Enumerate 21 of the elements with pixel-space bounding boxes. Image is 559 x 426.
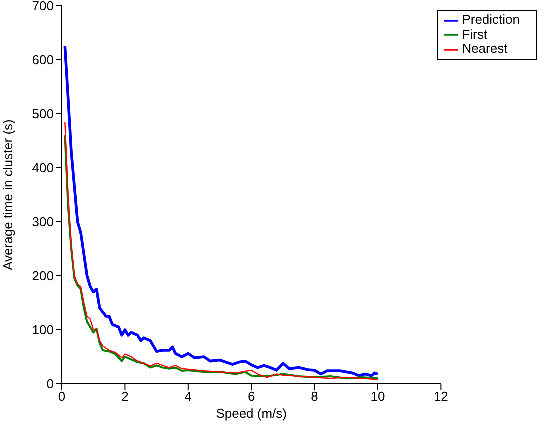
x-tick-label: 0 [58,389,66,404]
y-tick-label: 500 [32,106,54,122]
x-tick-label: 12 [434,389,448,404]
y-axis-title: Average time in cluster (s) [0,120,16,270]
y-tick-label: 0 [46,376,54,392]
x-tick-label: 8 [311,389,318,404]
y-tick-label: 300 [32,214,54,230]
legend-label: Prediction [462,12,520,27]
x-axis-title: Speed (m/s) [216,406,287,421]
x-tick-label: 10 [370,389,386,404]
y-tick-label: 400 [32,160,54,176]
y-tick-label: 100 [32,322,54,338]
y-tick-label: 700 [32,0,54,14]
y-tick-label: 600 [32,52,54,68]
line-series [64,45,380,378]
x-tick-label: 4 [184,389,192,404]
x-tick-label: 2 [122,389,129,404]
legend-label: Nearest [462,41,508,56]
x-tick-label: 6 [248,389,256,404]
y-tick-label: 200 [32,268,54,284]
legend-label: First [462,26,488,42]
